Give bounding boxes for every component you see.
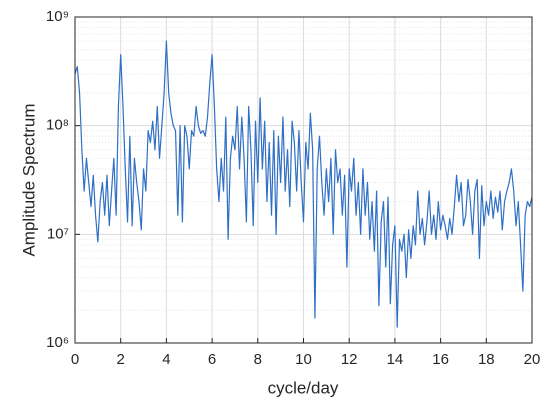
x-tick-label: 12 — [341, 351, 358, 368]
x-tick-label: 20 — [524, 351, 541, 368]
x-tick-label: 16 — [432, 351, 449, 368]
x-tick-label: 2 — [117, 351, 125, 368]
x-tick-label: 18 — [478, 351, 495, 368]
x-tick-label: 4 — [162, 351, 170, 368]
x-tick-label: 14 — [387, 351, 404, 368]
y-tick-label: 10⁷ — [47, 225, 69, 242]
x-axis-label: cycle/day — [268, 378, 339, 397]
y-tick-label: 10⁶ — [46, 334, 69, 351]
y-axis-label: Amplitude Spectrum — [19, 103, 38, 256]
x-tick-label: 6 — [208, 351, 216, 368]
x-tick-label: 10 — [295, 351, 312, 368]
y-tick-label: 10⁹ — [46, 8, 69, 25]
y-tick-label: 10⁸ — [46, 117, 69, 134]
axes-box — [74, 16, 533, 344]
x-tick-label: 0 — [71, 351, 79, 368]
x-tick-label: 8 — [254, 351, 262, 368]
series-line — [74, 40, 533, 328]
